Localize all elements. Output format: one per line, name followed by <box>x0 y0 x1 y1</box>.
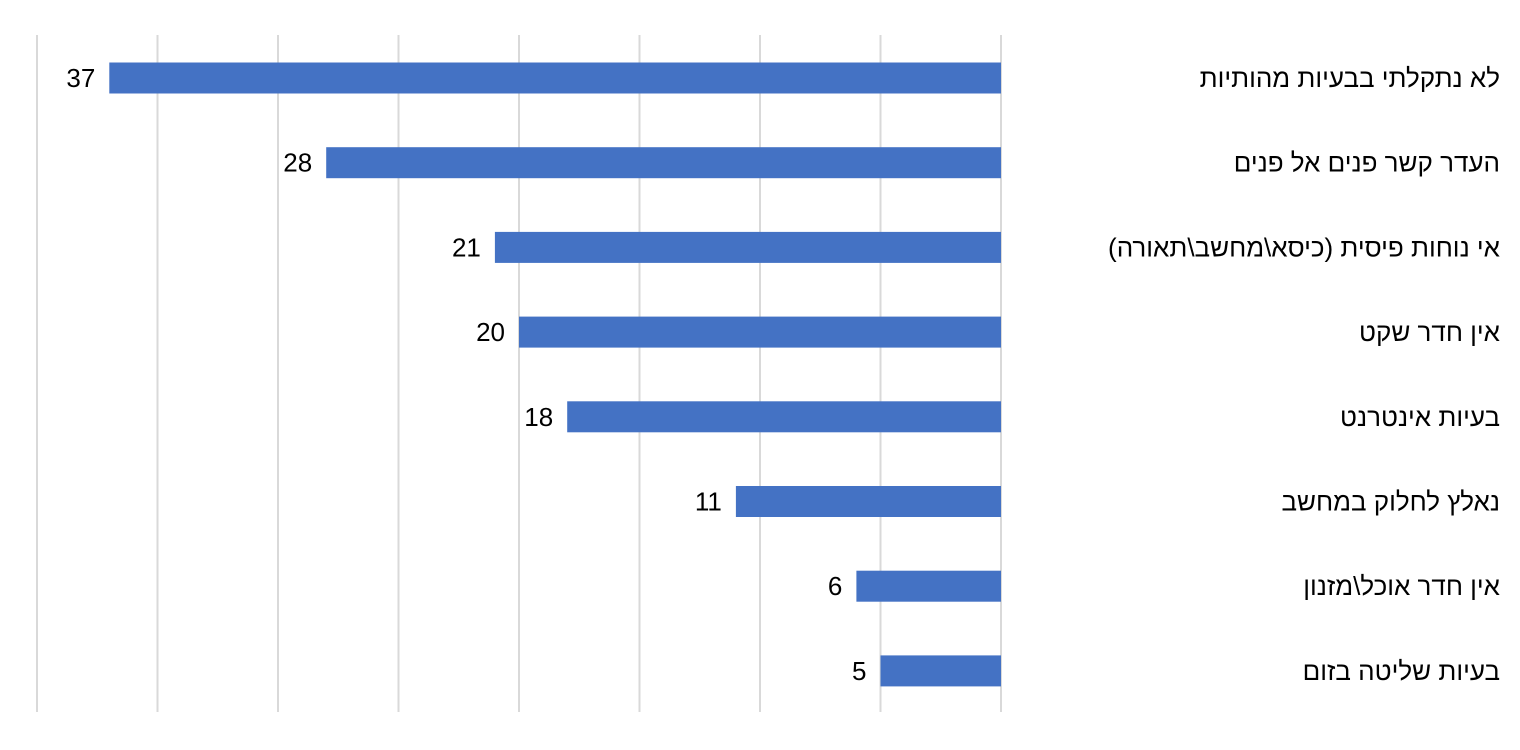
data-label: 6 <box>828 571 842 601</box>
bar <box>735 486 1001 517</box>
data-label: 5 <box>852 656 866 686</box>
bar <box>109 62 1002 94</box>
gridlines <box>36 35 1002 712</box>
bar <box>494 231 1001 263</box>
data-label: 28 <box>283 148 312 178</box>
category-labels: לא נתקלתי בבעיות מהותיות העדר קשר פנים אל… <box>1108 63 1500 686</box>
bar <box>880 655 1001 687</box>
bar <box>856 570 1001 602</box>
bar <box>519 316 1001 348</box>
data-labels: 37 28 21 20 18 11 6 5 <box>66 63 866 686</box>
data-label: 37 <box>66 63 95 93</box>
data-label: 21 <box>452 232 481 262</box>
category-label: לא נתקלתי בבעיות מהותיות <box>1200 63 1500 93</box>
category-label: אי נוחות פיסית (כיסא\מחשב\תאורה) <box>1108 232 1500 262</box>
bars <box>109 62 1002 687</box>
category-label: בעיות אינטרנט <box>1340 402 1500 432</box>
data-label: 18 <box>524 402 553 432</box>
data-label: 11 <box>695 487 722 517</box>
category-label: נאלץ לחלוק במחשב <box>1281 487 1500 517</box>
data-label: 20 <box>476 317 505 347</box>
bar <box>326 147 1001 179</box>
category-label: בעיות שליטה בזום <box>1303 656 1500 686</box>
category-label: העדר קשר פנים אל פנים <box>1234 148 1500 178</box>
bar <box>567 401 1001 433</box>
category-label: אין חדר שקט <box>1359 317 1500 347</box>
category-label: אין חדר אוכל\מזנון <box>1303 571 1500 601</box>
